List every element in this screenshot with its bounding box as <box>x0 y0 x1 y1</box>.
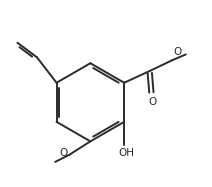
Text: OH: OH <box>118 148 134 158</box>
Text: O: O <box>59 148 67 158</box>
Text: O: O <box>148 97 157 107</box>
Text: O: O <box>173 47 181 57</box>
